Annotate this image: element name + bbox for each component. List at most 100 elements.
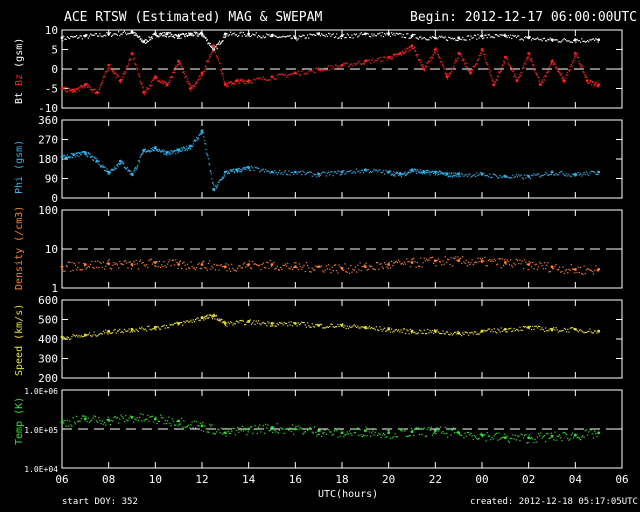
scatter-dot	[216, 319, 218, 321]
scatter-dot	[381, 266, 383, 268]
scatter-dot	[238, 322, 240, 324]
scatter-dot	[241, 169, 243, 171]
scatter-dot	[92, 89, 95, 91]
scatter-dot	[107, 333, 109, 335]
scatter-dot	[553, 62, 555, 64]
scatter-dot	[491, 329, 493, 331]
scatter-dot	[415, 37, 417, 39]
scatter-dot	[336, 269, 338, 272]
scatter-dot	[87, 265, 89, 267]
scatter-dot	[105, 424, 107, 426]
scatter-dot	[453, 65, 455, 67]
scatter-dot	[431, 56, 433, 58]
scatter-dot	[450, 257, 452, 259]
scatter-dot	[452, 67, 455, 69]
scatter-dot	[344, 37, 346, 39]
scatter-dot	[323, 69, 325, 71]
scatter-dot	[501, 436, 504, 438]
scatter-dot	[189, 85, 191, 87]
scatter-dot	[272, 325, 274, 327]
scatter-dot	[375, 262, 378, 264]
scatter-dot	[373, 434, 375, 436]
scatter-dot	[122, 264, 124, 266]
scatter-dot	[389, 56, 392, 58]
scatter-dot	[583, 172, 585, 174]
scatter-dot	[186, 78, 189, 80]
scatter-dot	[547, 330, 549, 332]
scatter-dot	[228, 34, 231, 36]
scatter-dot	[111, 168, 113, 170]
scatter-dot	[184, 150, 186, 152]
scatter-dot	[571, 327, 574, 329]
scatter-dot	[336, 33, 338, 35]
scatter-dot	[515, 174, 518, 176]
scatter-dot	[591, 170, 593, 173]
scatter-dot	[76, 415, 78, 418]
scatter-dot	[400, 54, 403, 56]
scatter-dot	[180, 64, 182, 66]
scatter-dot	[380, 436, 382, 439]
scatter-dot	[500, 70, 502, 73]
scatter-dot	[511, 264, 513, 266]
scatter-dot	[392, 175, 394, 177]
data-point	[177, 263, 181, 266]
scatter-dot	[180, 150, 182, 152]
scatter-dot	[520, 174, 522, 176]
scatter-dot	[527, 36, 529, 38]
scatter-dot	[311, 34, 313, 36]
scatter-dot	[340, 65, 343, 67]
scatter-dot	[515, 328, 518, 331]
scatter-dot	[346, 325, 348, 327]
scatter-dot	[116, 164, 118, 166]
scatter-dot	[335, 64, 337, 66]
scatter-dot	[275, 35, 277, 38]
scatter-dot	[274, 169, 276, 172]
scatter-dot	[244, 80, 246, 82]
scatter-dot	[391, 328, 393, 330]
scatter-dot	[115, 76, 117, 78]
scatter-dot	[91, 155, 93, 158]
scatter-dot	[231, 430, 233, 432]
scatter-dot	[352, 268, 354, 271]
scatter-dot	[71, 35, 73, 38]
scatter-dot	[347, 327, 350, 329]
data-point	[387, 263, 391, 266]
scatter-dot	[480, 259, 483, 261]
scatter-dot	[337, 67, 339, 69]
scatter-dot	[463, 175, 465, 177]
data-point	[177, 419, 181, 423]
scatter-dot	[375, 35, 378, 37]
scatter-dot	[188, 321, 190, 323]
scatter-dot	[381, 330, 383, 332]
scatter-dot	[400, 263, 402, 265]
scatter-dot	[280, 322, 282, 324]
scatter-dot	[414, 49, 416, 52]
scatter-dot	[448, 259, 450, 261]
scatter-dot	[392, 331, 394, 333]
scatter-dot	[576, 271, 578, 273]
scatter-dot	[505, 263, 507, 265]
scatter-dot	[290, 171, 292, 173]
scatter-dot	[196, 35, 198, 37]
scatter-dot	[438, 56, 440, 58]
scatter-dot	[408, 47, 410, 49]
scatter-dot	[159, 149, 161, 151]
scatter-dot	[479, 35, 481, 37]
scatter-dot	[587, 40, 589, 42]
scatter-dot	[183, 33, 185, 36]
scatter-dot	[243, 80, 245, 82]
scatter-dot	[415, 266, 417, 268]
scatter-dot	[372, 268, 374, 270]
scatter-dot	[155, 145, 157, 148]
scatter-dot	[409, 46, 411, 48]
scatter-dot	[350, 265, 352, 267]
scatter-dot	[145, 151, 147, 153]
scatter-dot	[298, 263, 301, 265]
data-point	[118, 159, 122, 163]
scatter-dot	[281, 172, 283, 174]
scatter-dot	[115, 72, 117, 74]
scatter-dot	[407, 50, 410, 52]
scatter-dot	[277, 324, 280, 326]
scatter-dot	[399, 171, 401, 174]
scatter-dot	[324, 172, 326, 174]
